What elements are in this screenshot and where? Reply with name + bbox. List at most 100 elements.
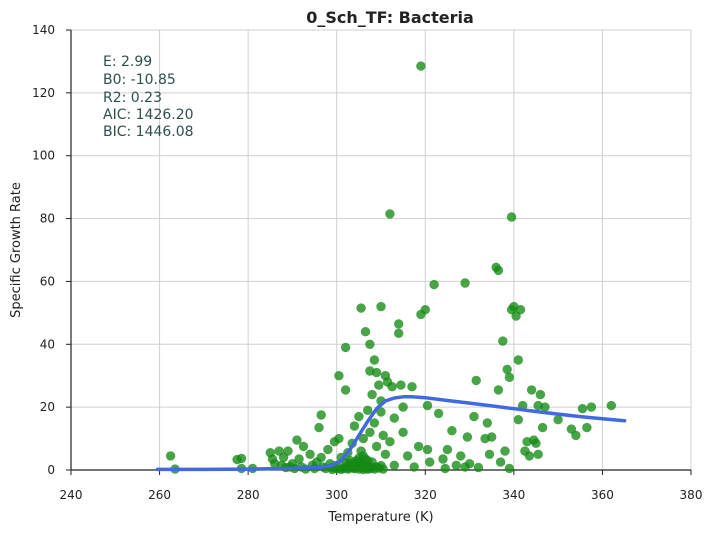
data-point — [407, 382, 417, 392]
data-point — [334, 371, 344, 381]
y-tick-label: 20 — [40, 400, 55, 414]
x-tick-label: 240 — [60, 488, 83, 502]
data-point — [425, 457, 435, 467]
y-tick-label: 0 — [47, 463, 55, 477]
x-axis-title: Temperature (K) — [327, 510, 433, 525]
data-point — [464, 459, 475, 469]
data-point — [292, 435, 302, 445]
grid-lines — [71, 29, 692, 470]
data-point — [365, 339, 375, 349]
stat-b0: B0: -10.85 — [103, 72, 176, 88]
data-point — [298, 441, 309, 452]
y-tick-label: 40 — [40, 337, 55, 351]
data-point — [236, 453, 247, 464]
data-point — [506, 212, 517, 222]
data-point — [413, 441, 424, 452]
data-point — [500, 446, 510, 456]
y-tick-label: 60 — [40, 274, 55, 288]
data-point — [385, 437, 395, 447]
data-point — [354, 411, 364, 422]
stat-e: E: 2.99 — [103, 54, 152, 70]
x-tick-label: 380 — [680, 488, 703, 502]
data-point — [438, 454, 448, 464]
data-point — [340, 342, 351, 353]
data-point — [537, 422, 548, 433]
data-point — [504, 463, 515, 474]
fit-statistics: E: 2.99 B0: -10.85 R2: 0.23 AIC: 1426.20… — [103, 54, 194, 140]
data-point — [376, 301, 386, 312]
data-point — [387, 382, 397, 392]
data-point — [493, 385, 504, 395]
data-point — [462, 432, 473, 442]
y-axis-title: Specific Growth Rate — [9, 182, 24, 318]
data-point — [340, 385, 351, 395]
data-point — [482, 418, 492, 428]
data-point — [429, 279, 439, 290]
x-tick-label: 300 — [325, 488, 348, 502]
data-point — [582, 422, 592, 433]
data-point — [398, 427, 408, 437]
data-point — [367, 389, 377, 400]
y-tick-label: 80 — [40, 212, 55, 226]
data-point — [493, 265, 504, 276]
data-point — [535, 389, 546, 400]
data-point — [398, 402, 408, 412]
data-point — [422, 400, 433, 411]
data-point — [358, 433, 368, 444]
data-point — [571, 430, 581, 441]
data-point — [283, 446, 293, 456]
data-point — [349, 421, 360, 431]
data-point — [378, 430, 388, 441]
data-point — [586, 402, 597, 412]
data-point — [360, 327, 371, 337]
data-point — [513, 415, 523, 425]
data-point — [420, 305, 430, 315]
data-point — [451, 460, 461, 470]
y-tick-label: 120 — [32, 86, 55, 100]
data-point — [363, 455, 373, 466]
y-tick-label: 140 — [32, 23, 55, 37]
data-point — [369, 418, 380, 428]
data-point — [504, 372, 515, 382]
x-tick-label: 340 — [502, 488, 525, 502]
data-point — [323, 444, 333, 455]
data-point — [553, 415, 563, 425]
data-point — [394, 319, 404, 329]
data-point — [402, 451, 413, 461]
y-tick-labels: 0 20 40 60 80 100 120 140 — [32, 23, 71, 477]
data-point — [316, 452, 326, 463]
data-point — [354, 453, 364, 463]
data-point — [473, 462, 484, 473]
data-point — [316, 410, 326, 420]
data-point — [409, 462, 419, 472]
data-point — [471, 375, 481, 386]
data-point — [305, 449, 315, 459]
data-point — [356, 303, 366, 313]
data-point — [314, 422, 324, 433]
data-point — [422, 444, 433, 455]
data-point — [606, 400, 616, 411]
y-tick-label: 100 — [32, 149, 55, 163]
data-point — [334, 433, 344, 444]
fit-curve — [155, 395, 627, 472]
stat-r2: R2: 0.23 — [103, 90, 162, 106]
data-point — [433, 408, 444, 419]
stat-aic: AIC: 1426.20 — [103, 107, 194, 123]
x-tick-label: 320 — [414, 488, 437, 502]
data-point — [294, 454, 304, 464]
data-point — [487, 432, 497, 442]
chart-title: 0_Sch_TF: Bacteria — [306, 8, 474, 27]
data-point — [502, 364, 512, 375]
x-tick-label: 260 — [148, 488, 171, 502]
data-point — [380, 449, 391, 459]
data-point — [394, 328, 404, 338]
data-point — [378, 464, 388, 474]
x-tick-label: 360 — [591, 488, 614, 502]
data-point — [440, 463, 450, 474]
data-point — [374, 380, 384, 390]
data-point — [495, 457, 506, 467]
data-point — [396, 380, 406, 390]
data-point — [442, 444, 453, 455]
x-tick-labels: 240 260 280 300 320 340 360 380 — [60, 470, 703, 502]
